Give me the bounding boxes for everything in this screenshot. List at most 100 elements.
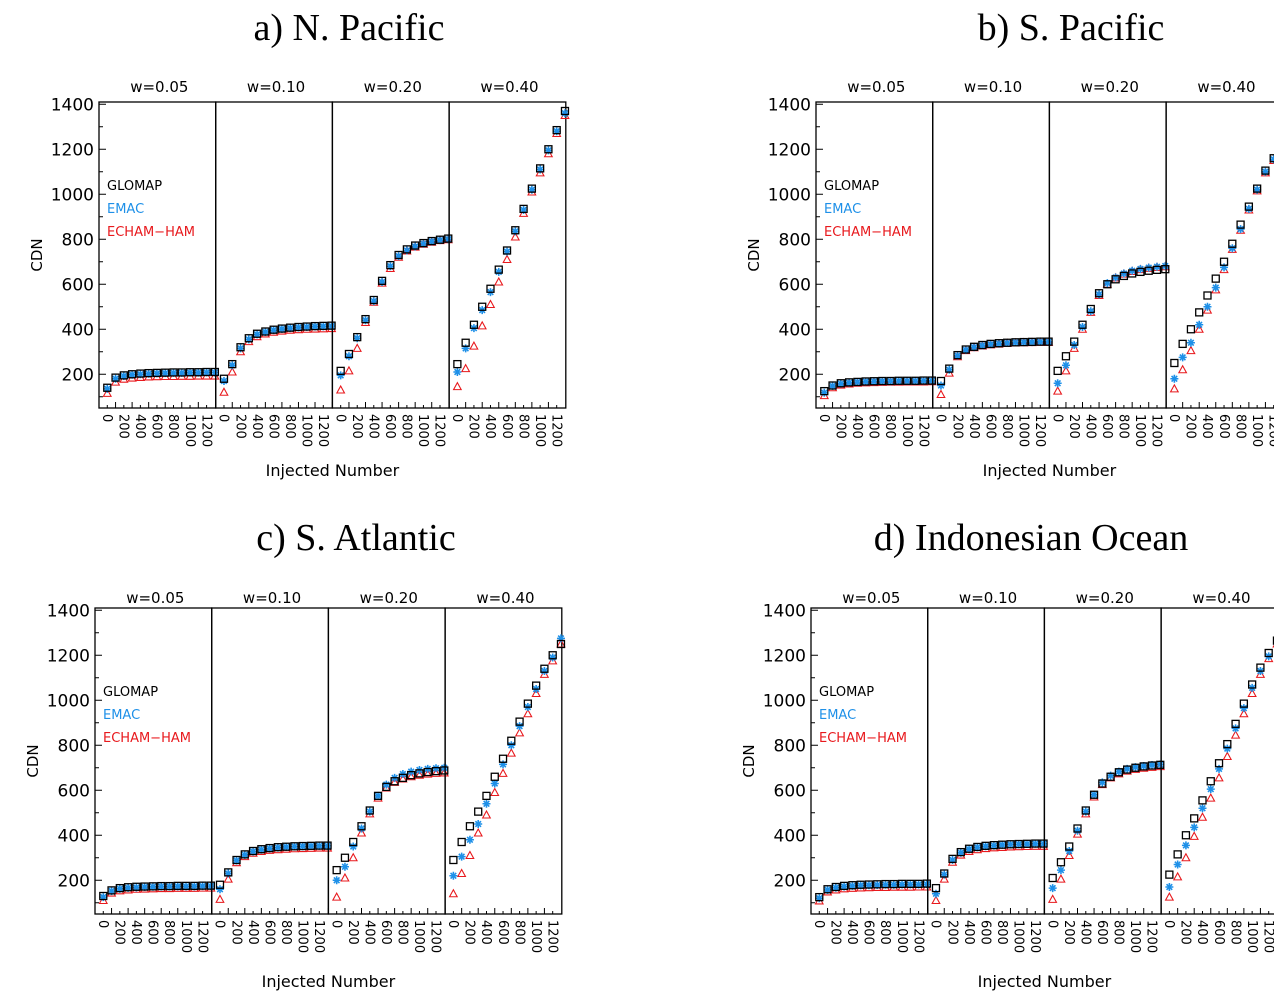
x-tick-label: 1000 [415, 414, 430, 447]
echam-point [406, 771, 416, 781]
glomap-point [914, 879, 923, 888]
y-tick-label: 600 [774, 781, 806, 801]
glomap-point [1011, 338, 1020, 347]
x-tick-label: 0 [216, 414, 231, 422]
glomap-point [831, 882, 840, 892]
emac-point [1139, 761, 1148, 770]
x-axis-label: Injected Number [978, 972, 1112, 991]
glomap-point [373, 791, 383, 801]
subplot-title: w=0.40 [476, 589, 534, 607]
echam-point [494, 276, 504, 286]
glomap-point [494, 265, 503, 274]
emac-point [261, 327, 270, 336]
y-tick-label: 1000 [763, 691, 806, 711]
echam-point [1230, 729, 1241, 739]
emac-point [1036, 337, 1045, 346]
emac-point [1178, 353, 1187, 362]
emac-point [1019, 338, 1028, 347]
emac-point [265, 844, 274, 853]
x-tick-label: 1200 [1260, 920, 1274, 953]
glomap-point [327, 321, 336, 330]
x-tick-label: 800 [877, 920, 892, 945]
y-tick-label: 1400 [763, 601, 806, 621]
glomap-point [560, 106, 570, 116]
y-axis-label: CDN [740, 744, 758, 777]
glomap-point [140, 882, 149, 891]
legend-entry: ECHAM−HAM [824, 225, 912, 240]
emac-point [1073, 826, 1082, 835]
x-tick-label: 1200 [1027, 920, 1042, 953]
glomap-point [1114, 768, 1124, 777]
emac-point [440, 763, 449, 772]
data-markers [1169, 154, 1274, 393]
emac-point [1231, 724, 1240, 733]
emac-point [1048, 884, 1057, 893]
glomap-point [1128, 269, 1137, 278]
subplot-title: w=0.20 [1081, 78, 1139, 96]
glomap-point [390, 777, 399, 786]
y-tick-label: 1400 [768, 95, 811, 115]
emac-point [1236, 225, 1245, 234]
glomap-point [894, 376, 903, 385]
emac-point [344, 352, 353, 361]
glomap-point [902, 376, 912, 385]
emac-point [515, 722, 524, 731]
glomap-point [486, 284, 495, 293]
chart-1: a) N. PacificCDN200400600800100012001400… [28, 7, 570, 480]
glomap-point [449, 855, 458, 865]
x-tick-label: 1200 [915, 414, 930, 447]
subplot-3: w=0.20 0 200 400 600 800 1000 1200 [1048, 78, 1170, 447]
glomap-point [940, 869, 949, 878]
echam-point [331, 891, 342, 901]
emac-point [165, 882, 174, 891]
glomap-point [294, 322, 303, 332]
glomap-point [1111, 275, 1120, 284]
data-markers [931, 839, 1049, 905]
glomap-point [964, 844, 974, 853]
echam-point [1214, 772, 1224, 782]
glomap-point [344, 349, 354, 359]
echam-point [335, 384, 346, 394]
subplot-4: w=0.40 0 200 400 600 800 1000 1200 [1160, 589, 1274, 953]
subplot-frame [94, 607, 213, 915]
glomap-point [919, 376, 928, 385]
glomap-point [507, 736, 516, 745]
subplot-4: w=0.40 0 200 400 600 800 1000 1200 [444, 589, 566, 953]
glomap-point [298, 841, 307, 851]
data-markers [102, 367, 220, 397]
y-axis-label: CDN [28, 238, 46, 271]
emac-point [465, 835, 474, 844]
subplot-frame [815, 101, 934, 409]
subplot-frame [331, 101, 450, 409]
glomap-point [290, 842, 299, 851]
x-tick-label: 200 [1183, 414, 1198, 439]
x-tick-label: 600 [982, 414, 997, 439]
echam-point [1061, 365, 1071, 375]
echam-point [340, 872, 350, 882]
glomap-point [961, 345, 970, 354]
emac-point [1190, 823, 1199, 832]
glomap-point [340, 853, 350, 862]
x-tick-label: 400 [482, 414, 497, 439]
emac-point [1206, 785, 1215, 794]
chart-title: c) S. Atlantic [256, 517, 455, 559]
x-tick-label: 0 [928, 920, 943, 928]
glomap-point [407, 771, 416, 780]
glomap-point [1094, 289, 1104, 298]
data-markers [452, 106, 570, 391]
emac-point [1211, 283, 1220, 292]
glomap-point [257, 845, 266, 854]
emac-point [182, 882, 191, 891]
glomap-point [922, 879, 932, 888]
glomap-point [878, 376, 887, 386]
subplot-title: w=0.05 [126, 589, 184, 607]
glomap-point [1156, 760, 1165, 769]
y-tick-label: 800 [62, 230, 94, 250]
x-tick-label: 200 [944, 920, 959, 945]
x-tick-label: 600 [1099, 414, 1114, 439]
x-tick-label: 1200 [198, 414, 213, 447]
glomap-point [482, 791, 491, 801]
glomap-point [552, 125, 561, 135]
emac-point [1119, 269, 1128, 278]
x-tick-label: 0 [449, 414, 464, 422]
